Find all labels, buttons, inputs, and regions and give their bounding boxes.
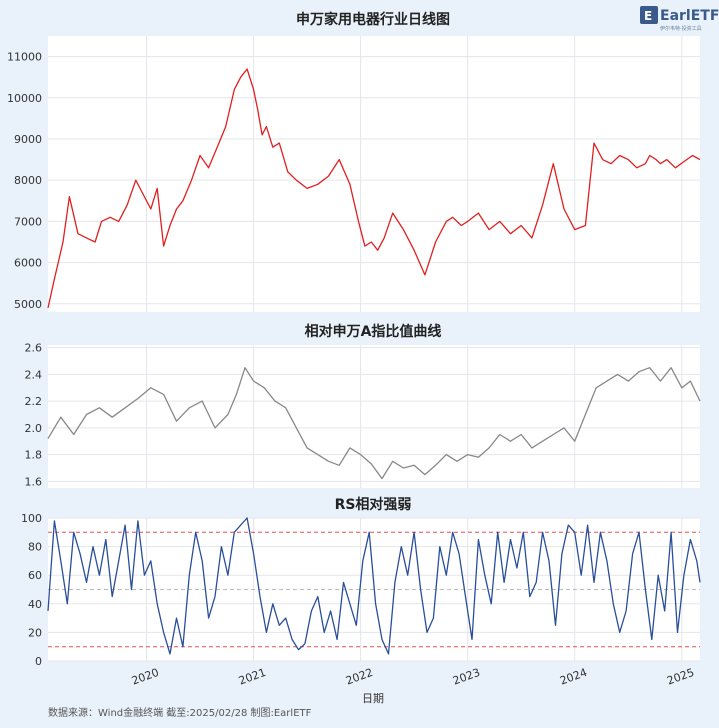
line-layer xyxy=(47,68,701,655)
ratio-ytick-label: 2.4 xyxy=(25,368,43,381)
earletf-logo: E EarlETF 伊尔韦特·投资工具 xyxy=(640,6,719,32)
logo-text: EarlETF xyxy=(660,8,719,24)
ratio-plot-area xyxy=(48,345,700,488)
rs-ytick-label: 80 xyxy=(28,541,42,554)
price-ytick-label: 10000 xyxy=(7,92,42,105)
svg-text:E: E xyxy=(644,9,652,23)
ratio-ytick-label: 2.2 xyxy=(25,395,43,408)
price-series-line xyxy=(47,68,701,309)
rs-series-line xyxy=(47,517,701,655)
footer-source: 数据来源：Wind金融终端 截至:2025/02/28 制图:EarlETF xyxy=(48,706,312,719)
price-ytick-label: 7000 xyxy=(14,215,42,228)
rs-ytick-label: 100 xyxy=(21,512,42,525)
chart-title-price: 申万家用电器行业日线图 xyxy=(296,11,450,28)
price-ytick-label: 5000 xyxy=(14,298,42,311)
rs-ytick-label: 20 xyxy=(28,626,42,639)
price-ytick-label: 9000 xyxy=(14,133,42,146)
rs-ytick-label: 0 xyxy=(35,655,42,668)
x-tick-label: 2021 xyxy=(237,666,268,688)
x-tick-label: 2024 xyxy=(558,666,589,688)
x-tick-label: 2020 xyxy=(130,666,161,688)
price-ytick-label: 11000 xyxy=(7,51,42,64)
logo-mark-icon xyxy=(640,6,658,24)
ratio-ytick-label: 2.0 xyxy=(25,422,43,435)
price-ytick-label: 6000 xyxy=(14,257,42,270)
price-ytick-label: 8000 xyxy=(14,174,42,187)
x-tick-label: 2025 xyxy=(665,666,696,688)
ratio-series-line xyxy=(47,367,701,480)
chart-title-ratio: 相对申万A指比值曲线 xyxy=(305,323,442,340)
ratio-ytick-label: 1.6 xyxy=(25,475,43,488)
logo-subtext: 伊尔韦特·投资工具 xyxy=(660,25,702,32)
ratio-ytick-label: 1.8 xyxy=(25,449,43,462)
x-axis-label: 日期 xyxy=(362,692,384,705)
chart-title-rs: RS相对强弱 xyxy=(335,496,412,513)
rs-ytick-label: 40 xyxy=(28,598,42,611)
price-plot-area xyxy=(48,36,700,312)
x-tick-label: 2022 xyxy=(344,666,375,688)
rs-ytick-label: 60 xyxy=(28,569,42,582)
x-tick-label: 2023 xyxy=(451,666,482,688)
ratio-ytick-label: 2.6 xyxy=(25,342,43,355)
